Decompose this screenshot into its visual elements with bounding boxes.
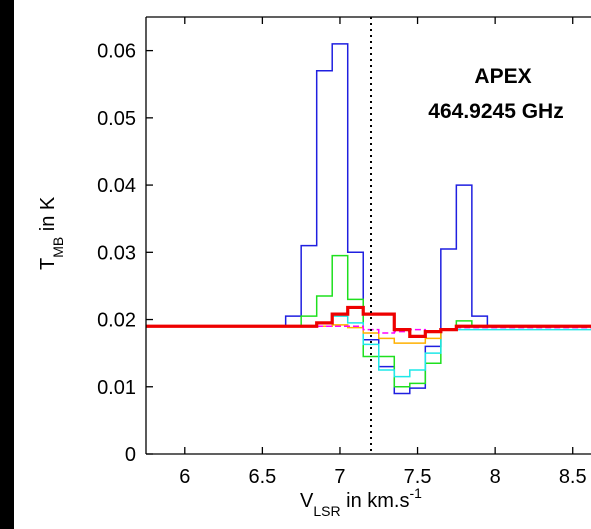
y-axis-label-sub: MB [50, 237, 66, 258]
x-tick-label: 8 [490, 466, 501, 488]
series-line-0 [146, 43, 591, 395]
y-tick-label: 0 [125, 444, 136, 466]
y-ticks: 0 0.01 0.02 0.03 0.04 0.05 0.06 [97, 41, 153, 466]
y-axis-label: TMB in K [37, 196, 66, 270]
series-layer [146, 43, 591, 395]
x-tick-label: 8.5 [559, 466, 587, 488]
x-axis-label-sub: LSR [313, 503, 340, 519]
x-axis-label-rest: in km.s [341, 490, 410, 512]
y-tick-label: 0.06 [97, 41, 136, 63]
x-tick-label: 7 [334, 466, 345, 488]
x-tick-label: 7.5 [404, 466, 432, 488]
y-axis-label-rest: in K [37, 196, 59, 237]
annotation-frequency: 464.9245 GHz [428, 100, 563, 123]
y-tick-label: 0.03 [97, 242, 136, 264]
x-axis-label-main: V [300, 490, 314, 512]
y-tick-label: 0.05 [97, 108, 136, 130]
series-line-5 [146, 305, 591, 338]
x-axis-label-sup: -1 [409, 485, 422, 501]
x-tick-label: 6.5 [248, 466, 276, 488]
annotation-instrument: APEX [474, 65, 531, 88]
left-black-border [0, 0, 14, 529]
plot-background [146, 17, 591, 454]
y-axis-label-main: T [37, 258, 59, 270]
x-tick-label: 6 [179, 466, 190, 488]
y-tick-label: 0.02 [97, 310, 136, 332]
x-axis-label: VLSR in km.s-1 [300, 485, 422, 519]
y-tick-label: 0.01 [97, 377, 136, 399]
y-tick-label: 0.04 [97, 175, 136, 197]
x-ticks: 6 6.5 7 7.5 8 8.5 [179, 17, 587, 488]
